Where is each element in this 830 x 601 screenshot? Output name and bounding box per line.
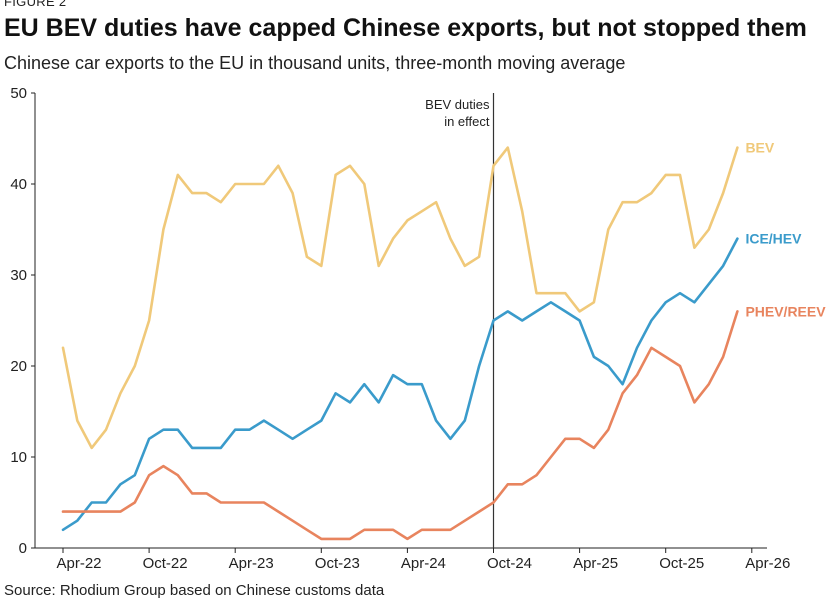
annotation: BEV duties in effect [425,93,495,548]
chart-title: EU BEV duties have capped Chinese export… [4,14,807,42]
x-tick-label: Apr-25 [573,555,618,572]
y-tick-label: 50 [10,85,27,102]
x-tick-label: Oct-23 [315,555,360,572]
axes: 0 10 20 30 40 50 Apr-22 Oct-22 Apr-23 Oct-23 Apr-2… [10,85,790,572]
annotation-text: BEV duties [425,97,490,112]
series-labels: BEV ICE/HEV PHEV/REEV [745,140,826,320]
y-tick-label: 0 [19,540,27,557]
y-tick-label: 20 [10,358,27,375]
x-tick-label: Apr-24 [401,555,446,572]
source-note: Source: Rhodium Group based on Chinese c… [4,582,385,599]
figure-label: FIGURE 2 [4,0,67,9]
series-line-phev-reev [61,310,739,541]
series-label-phev-reev: PHEV/REEV [745,303,826,319]
y-tick-label: 30 [10,267,27,284]
x-tick-label: Oct-25 [659,555,704,572]
x-tick-label: Apr-22 [56,555,101,572]
x-tick-label: Oct-22 [143,555,188,572]
y-tick-label: 40 [10,176,27,193]
series-group [61,146,739,541]
chart-subtitle: Chinese car exports to the EU in thousan… [4,53,626,73]
series-line-ice-hev [61,237,739,532]
x-tick-label: Oct-24 [487,555,532,572]
series-label-ice-hev: ICE/HEV [745,231,802,247]
series-label-bev: BEV [745,140,774,156]
x-tick-label: Apr-23 [229,555,274,572]
y-tick-label: 10 [10,449,27,466]
annotation-text: in effect [444,114,490,129]
series-line-bev [61,146,739,450]
x-tick-label: Apr-26 [745,555,790,572]
